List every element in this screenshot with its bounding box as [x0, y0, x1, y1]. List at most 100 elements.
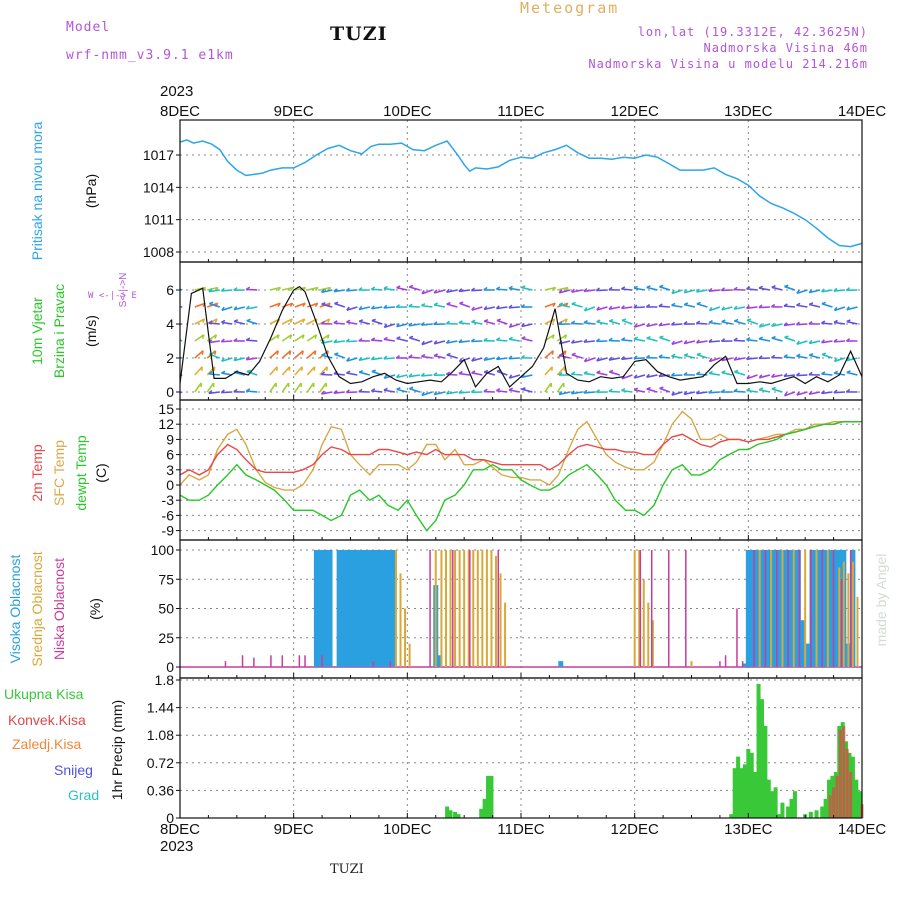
cloud-high-bar: [558, 661, 564, 667]
wind-barb-head: [233, 306, 238, 311]
wind-barb-head: [583, 287, 588, 292]
wind-barb: [321, 303, 333, 308]
wind-barb: [508, 389, 521, 393]
wind-barb: [269, 302, 281, 308]
wind-barb-head: [445, 339, 450, 344]
cloud-high-bar: [742, 663, 748, 667]
wind-barb: [783, 374, 796, 378]
wind-barb-head: [758, 374, 763, 379]
wind-barb: [571, 391, 583, 395]
wind-barb-head: [495, 305, 500, 310]
wind-barb: [608, 390, 620, 393]
wind-barb-head: [421, 302, 426, 307]
wind-barb-head: [320, 288, 325, 293]
wind-barb: [383, 357, 395, 360]
wind-barb-head: [289, 334, 293, 339]
y-tick-label: 1017: [143, 147, 174, 163]
wind-barb-head: [233, 337, 238, 342]
wind-barb-head: [683, 339, 688, 345]
wind-barb: [434, 289, 446, 294]
cloud-low-bar: [787, 550, 789, 667]
cloud-unit: (%): [87, 598, 103, 620]
wind-barb-head: [746, 336, 751, 341]
wind-barb-head: [646, 336, 651, 340]
cloud-title-mid: Srednja Oblacnost: [29, 551, 45, 666]
wind-barb: [583, 321, 595, 325]
wind-barb-head: [758, 304, 763, 309]
cloud-high-bar: [809, 550, 815, 667]
wind-barb-head: [583, 370, 588, 375]
cloud-low-bar: [810, 550, 812, 667]
time-label-top: 10DEC: [383, 103, 432, 120]
wind-barb-head: [358, 305, 363, 311]
wind-barb-head: [346, 319, 351, 323]
wind-barb: [421, 355, 433, 359]
wind-barb: [557, 286, 569, 291]
wind-barb-head: [221, 357, 225, 362]
wind-barb: [421, 323, 433, 326]
cloud-low-bar: [469, 550, 471, 667]
wind-barb: [208, 289, 220, 293]
wind-barb-head: [633, 323, 638, 328]
wind-barb: [571, 303, 583, 308]
wind-barb: [558, 391, 571, 396]
wind-barb-head: [495, 337, 501, 341]
wind-barb: [621, 357, 633, 361]
wind-barb: [846, 371, 858, 376]
wind-barb: [246, 288, 258, 291]
wind-barb-head: [171, 373, 174, 376]
cloud-high-bar: [336, 550, 342, 667]
wind-barb-head: [796, 289, 800, 294]
cloud-low-bar: [241, 655, 244, 667]
wind-barb: [708, 340, 720, 343]
wind-barb-head: [408, 322, 413, 327]
wind-barb: [281, 350, 292, 359]
wind-barb: [321, 354, 333, 359]
wind-barb-head: [796, 302, 801, 306]
cloud-low-bar: [281, 655, 284, 667]
precip-total-bar: [780, 802, 785, 818]
wind-barb-head: [758, 323, 763, 328]
wind-barb-head: [596, 370, 601, 374]
wind-barb-head: [708, 306, 713, 312]
wind-barb: [821, 302, 833, 308]
wind-barb: [684, 289, 696, 294]
wind-barb: [408, 374, 420, 378]
cloud-mid-bar: [404, 608, 407, 667]
wind-barb-head: [783, 372, 788, 377]
wind-barb-head: [683, 302, 689, 306]
wind-barb-head: [383, 355, 388, 360]
wind-barb-head: [833, 338, 838, 343]
wind-barb: [281, 334, 292, 342]
wind-barb-head: [470, 389, 475, 393]
wind-barb-head: [408, 373, 413, 378]
wind-barb: [696, 373, 708, 376]
cloud-high-bar: [823, 550, 829, 667]
wind-barb: [180, 339, 183, 342]
wind-barb: [771, 374, 783, 378]
wind-barb-head: [214, 318, 218, 323]
wind-barb: [658, 305, 670, 308]
wind-barb: [408, 323, 420, 327]
legend-frz-rain: Zaledj.Kisa: [12, 736, 82, 752]
wind-barb: [759, 388, 771, 393]
wind-barb-head: [558, 353, 564, 357]
wind-barb-head: [646, 386, 651, 390]
cloud-mid-bar: [458, 550, 461, 667]
wind-barb: [758, 306, 770, 309]
y-tick-label: 0: [166, 384, 174, 400]
wind-barb: [384, 323, 396, 329]
wind-barb-head: [334, 352, 339, 356]
wind-barb: [233, 306, 245, 311]
wind-barb: [696, 322, 708, 325]
wind-barb: [346, 340, 358, 343]
wind-barb: [771, 286, 783, 291]
wind-barb: [396, 323, 408, 328]
wind-barb: [834, 306, 846, 312]
wind-barb-head: [408, 354, 413, 358]
wind-barb: [709, 357, 721, 363]
wind-barb-head: [458, 338, 463, 343]
wind-barb: [471, 306, 483, 311]
wind-barb-head: [771, 335, 776, 339]
wind-barb: [809, 391, 821, 396]
